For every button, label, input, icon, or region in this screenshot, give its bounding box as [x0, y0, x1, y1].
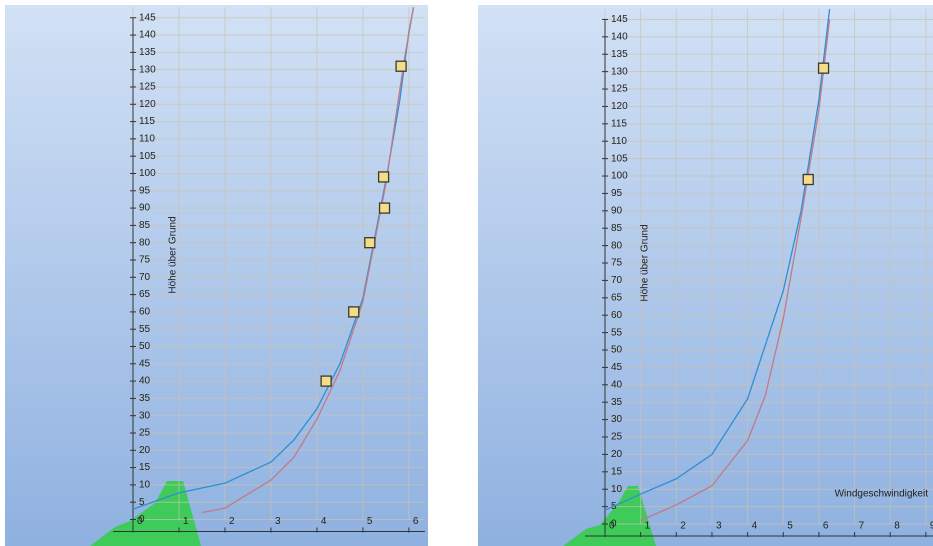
y-tick-label: 80 [611, 240, 623, 251]
y-tick-label: 65 [139, 289, 151, 300]
y-tick-label: 120 [611, 101, 628, 112]
y-tick-label: 15 [139, 462, 151, 473]
y-tick-label: 110 [611, 136, 627, 147]
y-tick-label: 30 [139, 410, 151, 421]
y-tick-label: 145 [611, 14, 628, 25]
measurement-point [803, 175, 813, 185]
y-tick-label: 85 [611, 223, 623, 234]
y-tick-label: 110 [139, 134, 155, 145]
x-tick-label: 8 [894, 521, 900, 532]
x-tick-label: 4 [752, 521, 758, 532]
y-tick-label: 20 [611, 449, 623, 460]
y-tick-label: 90 [139, 203, 151, 214]
x-tick-label: 4 [321, 516, 327, 527]
y-tick-label: 30 [611, 414, 623, 425]
x-tick-label: 0 [137, 516, 143, 527]
y-tick-label: 10 [139, 480, 151, 491]
page: {"chart_data": [ {"type": "line", "y_lab… [0, 0, 933, 546]
y-tick-label: 45 [611, 362, 623, 373]
y-tick-label: 60 [611, 310, 623, 321]
y-tick-label: 45 [139, 358, 151, 369]
y-tick-label: 100 [139, 168, 156, 179]
y-tick-label: 140 [139, 30, 156, 41]
x-axis-label: Windgeschwindigkeit [835, 489, 929, 500]
y-tick-label: 100 [611, 171, 628, 182]
x-tick-label: 5 [367, 516, 373, 527]
chart: 0 5 10 15 20 25 30 35 40 45 50 55 60 65 70 75 80 85 90 95 10… [5, 5, 428, 546]
x-tick-label: 0 [609, 521, 615, 532]
chart: 0 5 10 15 20 25 30 35 40 45 50 55 60 65 70 75 80 85 90 95 10… [478, 5, 933, 546]
y-tick-label: 35 [611, 397, 623, 408]
y-tick-label: 95 [139, 185, 151, 196]
y-tick-label: 130 [139, 64, 156, 75]
y-tick-label: 120 [139, 99, 156, 110]
x-tick-label: 5 [787, 521, 793, 532]
y-tick-label: 35 [139, 393, 151, 404]
y-tick-label: 60 [139, 307, 151, 318]
y-tick-label: 115 [139, 116, 155, 127]
y-tick-label: 95 [611, 188, 623, 199]
y-axis-label: Höhe über Grund [640, 224, 651, 301]
y-tick-label: 50 [139, 341, 151, 352]
y-tick-label: 50 [611, 345, 623, 356]
y-tick-label: 130 [611, 66, 628, 77]
y-axis-label: Höhe über Grund [168, 216, 179, 293]
y-tick-label: 90 [611, 205, 623, 216]
y-tick-label: 10 [611, 484, 623, 495]
y-tick-label: 65 [611, 292, 623, 303]
y-tick-label: 140 [611, 31, 628, 42]
y-tick-label: 125 [139, 82, 156, 93]
y-tick-label: 75 [139, 255, 151, 266]
y-tick-label: 25 [139, 428, 151, 439]
x-tick-label: 6 [413, 516, 419, 527]
y-tick-label: 15 [611, 466, 623, 477]
measurement-point [365, 238, 375, 248]
plot-background [478, 5, 933, 546]
y-tick-label: 145 [139, 12, 156, 23]
x-tick-label: 3 [275, 516, 281, 527]
y-tick-label: 55 [611, 327, 623, 338]
y-tick-label: 125 [611, 84, 628, 95]
y-tick-label: 80 [139, 237, 151, 248]
y-tick-label: 85 [139, 220, 151, 231]
y-tick-label: 25 [611, 432, 623, 443]
measurement-point [379, 172, 389, 182]
y-tick-label: 20 [139, 445, 151, 456]
y-tick-label: 55 [139, 324, 151, 335]
measurement-point [321, 376, 331, 386]
x-tick-label: 1 [183, 516, 189, 527]
y-tick-label: 40 [139, 376, 151, 387]
x-tick-label: 7 [859, 521, 865, 532]
x-tick-label: 1 [645, 521, 651, 532]
measurement-point [349, 307, 359, 317]
y-tick-label: 70 [611, 275, 623, 286]
measurement-point [396, 61, 406, 71]
x-tick-label: 3 [716, 521, 722, 532]
x-tick-label: 2 [229, 516, 235, 527]
measurement-point [819, 63, 829, 73]
y-tick-label: 105 [611, 153, 628, 164]
y-tick-label: 135 [611, 49, 628, 60]
plot-background [5, 5, 428, 546]
y-tick-label: 105 [139, 151, 156, 162]
x-tick-label: 2 [680, 521, 686, 532]
y-tick-label: 135 [139, 47, 156, 58]
measurement-point [380, 203, 390, 213]
y-tick-label: 115 [611, 118, 627, 129]
x-tick-label: 6 [823, 521, 829, 532]
y-tick-label: 40 [611, 379, 623, 390]
y-tick-label: 75 [611, 258, 623, 269]
y-tick-label: 70 [139, 272, 151, 283]
